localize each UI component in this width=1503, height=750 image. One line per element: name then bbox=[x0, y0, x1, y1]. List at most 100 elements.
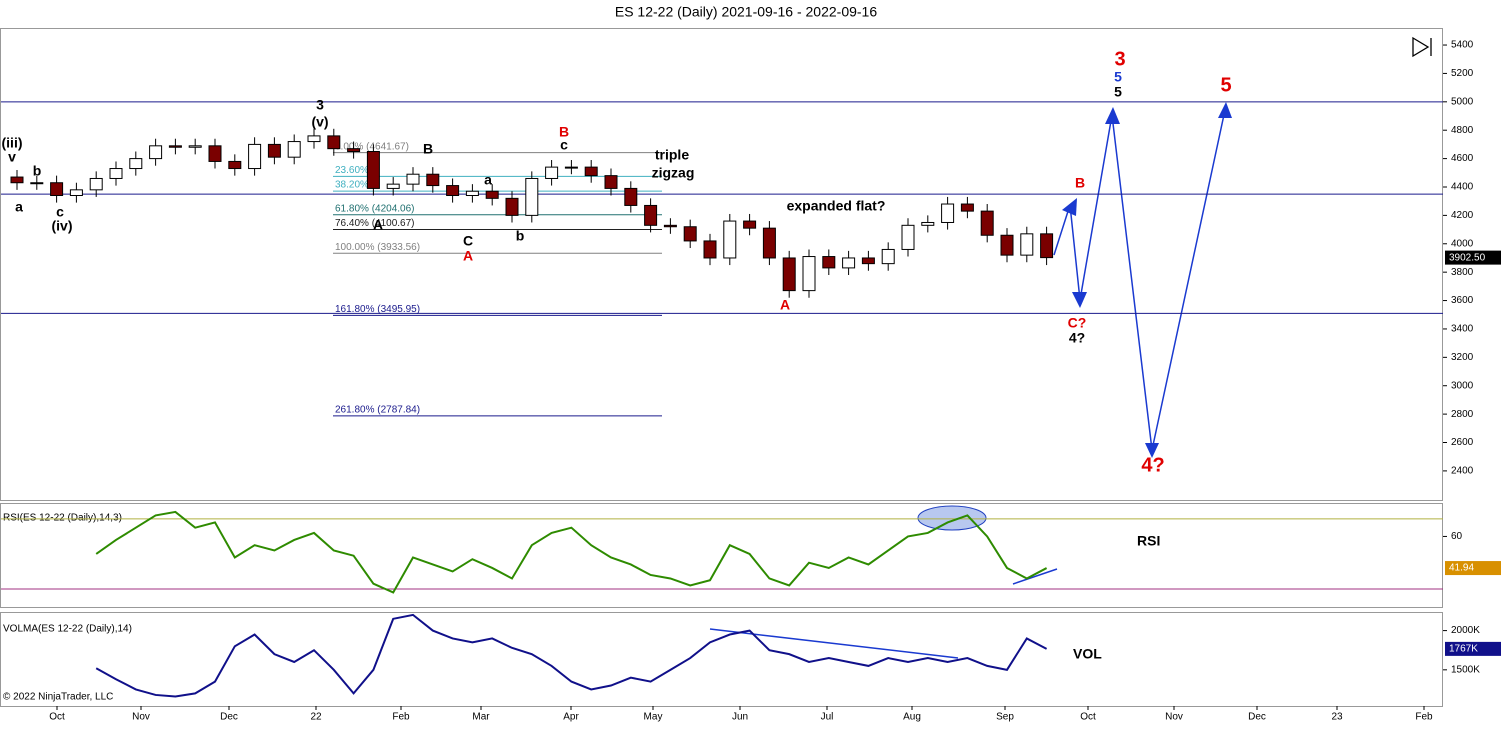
wave-label: triple bbox=[655, 147, 689, 163]
wave-label: a bbox=[484, 172, 492, 188]
copyright: © 2022 NinjaTrader, LLC bbox=[3, 692, 113, 703]
y-tick-label: 4800 bbox=[1451, 125, 1474, 136]
y-tick-label: 3400 bbox=[1451, 324, 1474, 335]
rsi-highlight bbox=[917, 505, 987, 531]
candle-body bbox=[861, 257, 875, 265]
candle-body bbox=[485, 190, 499, 199]
vol-label: VOL bbox=[1073, 646, 1102, 662]
wave-label: C bbox=[463, 233, 473, 249]
wave-label: 5 bbox=[1114, 84, 1122, 100]
wave-label: B bbox=[1075, 175, 1085, 191]
value-tag bbox=[1445, 641, 1501, 656]
candle-body bbox=[604, 175, 618, 189]
fib-label: 61.80% (4204.06) bbox=[335, 203, 415, 214]
candle-body bbox=[129, 158, 143, 170]
play-icon[interactable] bbox=[1412, 36, 1432, 58]
x-tick-label: Nov bbox=[1165, 712, 1183, 723]
wave-label: a bbox=[15, 199, 23, 215]
candle-body bbox=[287, 141, 301, 158]
candle-body bbox=[624, 187, 638, 206]
x-tick-label: Nov bbox=[132, 712, 150, 723]
candle-body bbox=[366, 151, 380, 189]
wave-label: c bbox=[56, 204, 64, 220]
fib-label: 0.00% (4641.67) bbox=[335, 141, 409, 152]
wave-label: A bbox=[373, 217, 383, 233]
x-tick-label: Sep bbox=[996, 712, 1014, 723]
candle-body bbox=[842, 257, 856, 269]
candle-body bbox=[644, 204, 658, 226]
y-tick-label: 4400 bbox=[1451, 182, 1474, 193]
candle-body bbox=[50, 182, 64, 197]
value-tag-label: 1767K bbox=[1449, 644, 1478, 655]
candle-body bbox=[149, 145, 163, 160]
fib-label: 161.80% (3495.95) bbox=[335, 304, 420, 315]
x-tick-label: Oct bbox=[1080, 712, 1096, 723]
series-line bbox=[95, 510, 1048, 594]
wave-label: zigzag bbox=[652, 165, 695, 181]
wave-label: A bbox=[780, 297, 790, 313]
x-tick-label: Jul bbox=[821, 712, 834, 723]
y-tick-label: 2800 bbox=[1451, 409, 1474, 420]
x-tick-label: 23 bbox=[1331, 712, 1343, 723]
x-tick-label: Oct bbox=[49, 712, 65, 723]
wave-label: (iii) bbox=[2, 135, 23, 151]
x-tick-label: Feb bbox=[392, 712, 410, 723]
candle-body bbox=[960, 203, 974, 212]
candle-body bbox=[782, 257, 796, 292]
candle-body bbox=[822, 256, 836, 269]
candle-body bbox=[1000, 234, 1014, 256]
fib-label: 76.40% (4100.67) bbox=[335, 218, 415, 229]
x-tick-label: Dec bbox=[220, 712, 238, 723]
fib-label: 38.20% bbox=[335, 180, 369, 191]
candle-body bbox=[386, 183, 400, 189]
wave-label: B bbox=[559, 124, 569, 140]
candle-body bbox=[267, 143, 281, 158]
y-tick-label: 3000 bbox=[1451, 380, 1474, 391]
rsi-label: RSI bbox=[1137, 533, 1160, 549]
candle-body bbox=[525, 177, 539, 216]
candle-body bbox=[228, 160, 242, 170]
fib-label: 100.00% (3933.56) bbox=[335, 242, 420, 253]
candle-body bbox=[188, 145, 202, 148]
x-tick-label: Apr bbox=[563, 712, 579, 723]
candle-body bbox=[89, 177, 103, 191]
value-tag-label: 3902.50 bbox=[1449, 252, 1486, 263]
y-tick-label: 5400 bbox=[1451, 40, 1474, 51]
value-tag bbox=[1445, 250, 1501, 265]
wave-label: (iv) bbox=[52, 218, 73, 234]
y-tick-label: 60 bbox=[1451, 531, 1463, 542]
candle-body bbox=[1020, 233, 1034, 256]
candle-body bbox=[584, 166, 598, 177]
wave-label: A bbox=[463, 248, 473, 264]
candle-body bbox=[10, 176, 24, 184]
vol-trendline bbox=[709, 628, 959, 659]
y-tick-label: 4000 bbox=[1451, 238, 1474, 249]
x-tick-label: Mar bbox=[472, 712, 490, 723]
candle-body bbox=[168, 145, 182, 148]
wave-label: b bbox=[33, 163, 42, 179]
candle-body bbox=[802, 256, 816, 292]
wave-label: C? bbox=[1068, 315, 1087, 331]
candle-body bbox=[406, 173, 420, 185]
y-tick-label: 2000K bbox=[1451, 625, 1480, 636]
x-tick-label: 22 bbox=[310, 712, 322, 723]
candle-body bbox=[564, 166, 578, 169]
candle-body bbox=[30, 182, 44, 185]
wave-label: 4? bbox=[1069, 330, 1085, 346]
series-line bbox=[95, 613, 1048, 698]
wave-label: 5 bbox=[1220, 74, 1231, 96]
candle-body bbox=[248, 143, 262, 170]
y-tick-label: 1500K bbox=[1451, 664, 1480, 675]
y-tick-label: 2600 bbox=[1451, 437, 1474, 448]
y-tick-label: 3600 bbox=[1451, 295, 1474, 306]
candle-body bbox=[545, 166, 559, 179]
candle-body bbox=[683, 226, 697, 242]
candle-body bbox=[921, 221, 935, 226]
wave-label: v bbox=[8, 149, 16, 165]
price-panel bbox=[0, 28, 1443, 501]
rsi-panel bbox=[0, 503, 1443, 608]
wave-label: expanded flat? bbox=[787, 198, 886, 214]
wave-label: 5 bbox=[1114, 69, 1122, 85]
candle-body bbox=[347, 148, 361, 153]
candle-body bbox=[663, 224, 677, 228]
